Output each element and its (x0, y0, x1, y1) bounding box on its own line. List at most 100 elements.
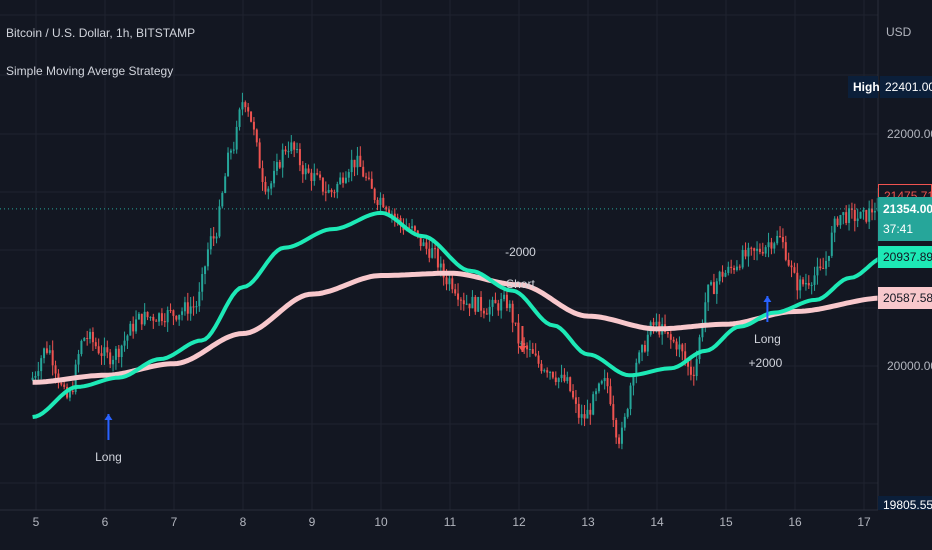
candle-body-83 (270, 183, 273, 189)
candle-body-162 (497, 303, 500, 311)
last-price-value: 21354.00 (883, 201, 932, 216)
candle-body-85 (275, 162, 278, 171)
candle-body-141 (436, 248, 439, 268)
candle-body-264 (790, 265, 793, 268)
candle-body-287 (856, 218, 859, 222)
candle-body-51 (178, 314, 181, 320)
candle-body-184 (560, 374, 563, 379)
candle-body-8 (54, 365, 57, 374)
candle-body-105 (333, 192, 336, 194)
candle-body-37 (137, 313, 140, 320)
candle-body-87 (281, 149, 284, 168)
candle-body-175 (534, 353, 537, 356)
candle-body-276 (825, 260, 828, 269)
candle-body-81 (264, 181, 267, 192)
short-arrow-head-1 (518, 346, 527, 352)
candle-body-216 (652, 322, 655, 326)
candle-body-217 (655, 321, 658, 326)
candle-body-178 (543, 370, 546, 372)
candle-body-153 (471, 296, 474, 309)
slow-ma-tag: 20587.58 (878, 286, 932, 309)
candle-body-65 (218, 206, 221, 237)
candle-body-172 (526, 345, 529, 350)
candle-body-1 (34, 375, 37, 378)
candle-body-199 (603, 378, 606, 382)
candle-body-6 (48, 350, 51, 353)
candle-body-149 (459, 299, 462, 301)
candle-body-245 (735, 266, 738, 271)
x-tick-7: 7 (171, 515, 178, 529)
candle-body-226 (681, 344, 684, 352)
candle-body-194 (589, 409, 592, 415)
candle-body-227 (684, 351, 687, 362)
candle-body-72 (238, 109, 241, 127)
candle-body-19 (86, 338, 89, 340)
indicator-title[interactable]: Simple Moving Averge Strategy (6, 64, 174, 78)
candle-body-124 (388, 209, 391, 215)
long-arrow-head-2 (763, 296, 772, 302)
candle-body-283 (845, 212, 848, 223)
candle-body-61 (206, 249, 209, 267)
candle-body-138 (428, 248, 431, 258)
candle-body-291 (868, 208, 871, 222)
symbol-title[interactable]: Bitcoin / U.S. Dollar, 1h, BITSTAMP (6, 26, 196, 40)
candle-body-17 (80, 340, 83, 355)
candle-body-254 (761, 251, 764, 254)
candle-body-2 (37, 371, 40, 376)
tick-22000: 22000.00 (887, 127, 932, 141)
candle-body-117 (367, 177, 370, 179)
candle-body-222 (669, 334, 672, 340)
price-scale[interactable]: USD 22000.00 20000.00 (886, 25, 932, 373)
candle-body-159 (488, 306, 491, 315)
high-value-tag: 22401.00 (880, 76, 932, 99)
candle-body-60 (204, 266, 207, 275)
candle-body-3 (40, 358, 43, 372)
candle-body-118 (370, 178, 373, 189)
candle-body-198 (600, 381, 603, 384)
candle-body-239 (718, 271, 721, 282)
candle-body-228 (687, 361, 690, 367)
candle-body-286 (853, 209, 856, 222)
candle-body-91 (293, 142, 296, 150)
candle-body-86 (278, 162, 281, 168)
candle-body-206 (623, 416, 626, 428)
candle-body-229 (689, 366, 692, 375)
candle-body-123 (385, 207, 388, 210)
candle-body-49 (172, 310, 175, 316)
high-price-tag: High (848, 76, 880, 99)
candle-body-148 (457, 293, 460, 300)
candle-body-28 (112, 359, 115, 365)
x-tick-11: 11 (444, 515, 457, 529)
candle-body-47 (166, 310, 169, 323)
candle-body-40 (146, 311, 149, 318)
candle-body-96 (307, 168, 310, 173)
candle-body-182 (554, 377, 557, 382)
candle-body-133 (413, 226, 416, 231)
candle-body-103 (327, 189, 330, 193)
candle-body-155 (477, 297, 480, 312)
candle-body-29 (114, 348, 117, 360)
candle-body-13 (68, 391, 71, 398)
candle-body-142 (439, 263, 442, 268)
candle-body-82 (267, 188, 270, 192)
time-axis[interactable]: 5 6 7 8 9 10 11 12 13 14 15 16 17 (33, 515, 871, 529)
candle-body-0 (31, 377, 34, 380)
candle-body-261 (781, 236, 784, 243)
candle-body-210 (635, 362, 638, 377)
candle-body-157 (482, 310, 485, 314)
x-tick-9: 9 (309, 515, 316, 529)
candle-body-109 (344, 177, 347, 183)
candle-body-163 (500, 299, 503, 311)
short-profit-1: -2000 (505, 245, 536, 259)
candle-body-203 (615, 420, 618, 438)
candle-body-98 (313, 173, 316, 182)
candle-body-212 (641, 345, 644, 353)
candle-body-54 (186, 302, 189, 314)
candle-body-79 (258, 142, 261, 169)
candle-body-289 (862, 209, 865, 212)
candle-body-270 (807, 283, 810, 286)
candle-body-127 (396, 217, 399, 219)
candle-body-266 (796, 272, 799, 291)
x-tick-13: 13 (581, 515, 595, 529)
